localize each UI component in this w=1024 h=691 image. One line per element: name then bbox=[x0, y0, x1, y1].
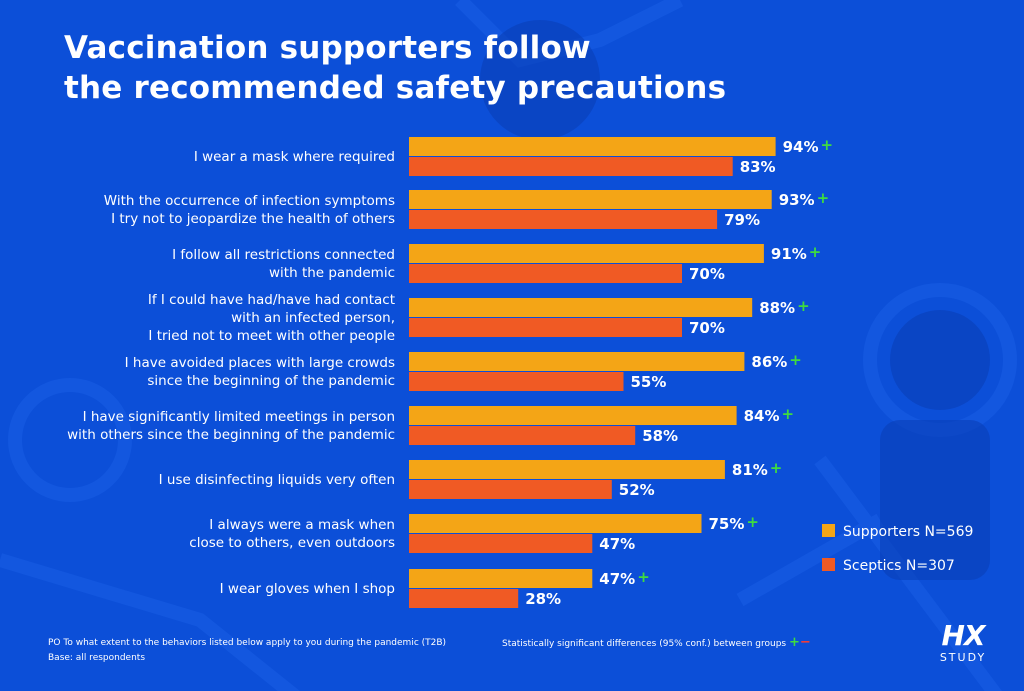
bar-supporters bbox=[409, 244, 764, 263]
bar-supporters bbox=[409, 460, 725, 479]
value-label-supporters: 81% bbox=[732, 461, 768, 479]
value-label-supporters: 84% bbox=[744, 407, 780, 425]
category-label: with an infected person, bbox=[231, 310, 395, 326]
bar-sceptics bbox=[409, 210, 718, 229]
title-line-1: Vaccination supporters follow bbox=[64, 30, 591, 66]
value-label-sceptics: 83% bbox=[740, 158, 776, 176]
category-label: I wear gloves when I shop bbox=[220, 581, 395, 597]
significance-plus-marker: + bbox=[782, 405, 795, 423]
significance-plus-marker: + bbox=[817, 189, 830, 207]
bar-sceptics bbox=[409, 372, 624, 391]
category-label: I follow all restrictions connected bbox=[172, 247, 395, 263]
value-label-sceptics: 58% bbox=[642, 427, 678, 445]
legend-swatch-sceptics bbox=[822, 558, 835, 571]
bar-sceptics bbox=[409, 157, 733, 176]
footnote-question: PO To what extent to the behaviors liste… bbox=[48, 638, 447, 648]
value-label-sceptics: 52% bbox=[619, 481, 655, 499]
category-label: since the beginning of the pandemic bbox=[147, 373, 395, 389]
value-label-sceptics: 70% bbox=[689, 265, 725, 283]
value-label-sceptics: 79% bbox=[724, 211, 760, 229]
significance-plus-marker: + bbox=[770, 459, 783, 477]
category-label: close to others, even outdoors bbox=[189, 535, 395, 551]
legend-label-supporters: Supporters N=569 bbox=[843, 524, 974, 540]
bar-supporters bbox=[409, 352, 745, 371]
bar-sceptics bbox=[409, 426, 636, 445]
value-label-supporters: 75% bbox=[709, 515, 745, 533]
value-label-supporters: 47% bbox=[599, 570, 635, 588]
significance-plus-marker: + bbox=[637, 568, 650, 586]
legend-swatch-supporters bbox=[822, 524, 835, 537]
bar-sceptics bbox=[409, 589, 519, 608]
bar-sceptics bbox=[409, 264, 682, 283]
significance-note: Statistically significant differences (9… bbox=[502, 635, 811, 650]
bar-supporters bbox=[409, 137, 776, 156]
value-label-sceptics: 47% bbox=[599, 535, 635, 553]
significance-plus-marker: + bbox=[821, 136, 834, 154]
significance-plus-marker: + bbox=[746, 513, 759, 531]
value-label-sceptics: 55% bbox=[631, 373, 667, 391]
category-label: I have avoided places with large crowds bbox=[125, 355, 395, 371]
legend-label-sceptics: Sceptics N=307 bbox=[843, 558, 955, 574]
bar-supporters bbox=[409, 298, 753, 317]
logo-mark: HX bbox=[941, 619, 985, 652]
footnote-base: Base: all respondents bbox=[48, 653, 146, 663]
legend-item-sceptics: Sceptics N=307 bbox=[822, 558, 955, 574]
significance-minus: − bbox=[799, 635, 811, 650]
significance-plus-marker: + bbox=[797, 297, 810, 315]
category-label: If I could have had/have had contact bbox=[148, 292, 395, 308]
category-label: I use disinfecting liquids very often bbox=[159, 472, 395, 488]
bar-sceptics bbox=[409, 534, 593, 553]
significance-plus-marker: + bbox=[789, 351, 802, 369]
value-label-supporters: 94% bbox=[783, 138, 819, 156]
legend-item-supporters: Supporters N=569 bbox=[822, 524, 973, 540]
category-label: with others since the beginning of the p… bbox=[67, 427, 395, 443]
decorative-fills bbox=[480, 20, 990, 580]
value-label-supporters: 86% bbox=[751, 353, 787, 371]
bar-supporters bbox=[409, 569, 593, 588]
value-label-supporters: 88% bbox=[759, 299, 795, 317]
category-label: I have significantly limited meetings in… bbox=[83, 409, 395, 425]
category-label: I try not to jeopardize the health of ot… bbox=[111, 211, 395, 227]
bar-sceptics bbox=[409, 480, 612, 499]
category-label: I wear a mask where required bbox=[194, 149, 395, 165]
bar-supporters bbox=[409, 406, 737, 425]
category-label: I always were a mask when bbox=[209, 517, 395, 533]
category-label: with the pandemic bbox=[269, 265, 395, 281]
category-label: I tried not to meet with other people bbox=[148, 328, 395, 344]
significance-plus-marker: + bbox=[809, 243, 822, 261]
logo-word: STUDY bbox=[939, 651, 987, 664]
significance-plus: + bbox=[788, 635, 800, 650]
category-label: With the occurrence of infection symptom… bbox=[104, 193, 395, 209]
value-label-supporters: 93% bbox=[779, 191, 815, 209]
value-label-sceptics: 28% bbox=[525, 590, 561, 608]
bar-supporters bbox=[409, 514, 702, 533]
value-label-supporters: 91% bbox=[771, 245, 807, 263]
bar-supporters bbox=[409, 190, 772, 209]
chart-title: Vaccination supporters follow the recomm… bbox=[64, 28, 784, 108]
bar-sceptics bbox=[409, 318, 682, 337]
value-label-sceptics: 70% bbox=[689, 319, 725, 337]
title-line-2: the recommended safety precautions bbox=[64, 70, 727, 106]
hx-study-logo: HX STUDY bbox=[928, 619, 998, 665]
significance-note-text: Statistically significant differences (9… bbox=[502, 639, 787, 649]
